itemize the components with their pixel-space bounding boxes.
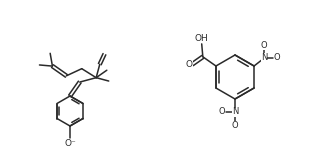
Text: O: O bbox=[274, 53, 281, 62]
Text: O: O bbox=[186, 60, 193, 69]
Text: OH: OH bbox=[195, 34, 209, 43]
Text: O: O bbox=[232, 121, 238, 129]
Text: N: N bbox=[261, 53, 268, 62]
Text: O: O bbox=[261, 41, 268, 51]
Text: O: O bbox=[219, 107, 225, 117]
Text: N: N bbox=[232, 107, 238, 117]
Text: O⁻: O⁻ bbox=[64, 138, 76, 148]
